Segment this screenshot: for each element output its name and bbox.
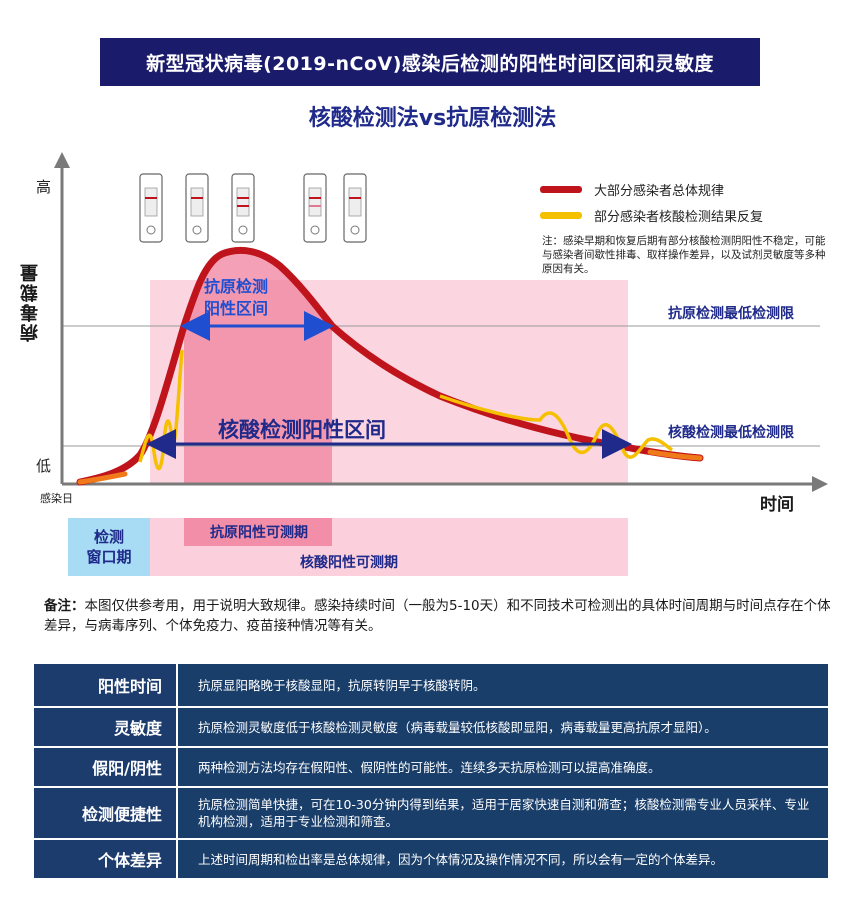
y-low-label: 低 (36, 457, 52, 475)
legend-label-main: 大部分感染者总体规律 (594, 183, 725, 199)
table-row: 阳性时间 抗原显阳略晚于核酸显阳，抗原转阴早于核酸转阴。 (34, 664, 828, 706)
banner-title: 新型冠状病毒(2019-nCoV)感染后检测的阳性时间区间和灵敏度 (100, 38, 760, 86)
test-cassette-icon-5 (343, 173, 367, 243)
table-row-content: 抗原显阳略晚于核酸显阳，抗原转阴早于核酸转阴。 (178, 664, 828, 706)
x-axis-arrow (812, 476, 828, 492)
table-row-header: 检测便捷性 (34, 788, 176, 838)
subtitle: 核酸检测法vs抗原检测法 (308, 106, 557, 131)
table-row: 假阳/阴性 两种检测方法均存在假阳性、假阴性的可能性。连续多天抗原检测可以提高准… (34, 748, 828, 786)
table-row-header: 个体差异 (34, 840, 176, 878)
table-row: 个体差异 上述时间周期和检出率是总体规律，因为个体情况及操作情况不同，所以会有一… (34, 840, 828, 878)
table-row-header: 阳性时间 (34, 664, 176, 706)
comparison-table: 阳性时间 抗原显阳略晚于核酸显阳，抗原转阴早于核酸转阴。 灵敏度 抗原检测灵敏度… (34, 664, 828, 880)
antigen-detectable-bar (184, 518, 332, 546)
remark-prefix: 备注： (44, 598, 85, 614)
table-row-header: 灵敏度 (34, 708, 176, 746)
window-line2: 窗口期 (86, 548, 132, 566)
antigen-range-line2: 阳性区间 (204, 299, 269, 318)
antigen-positive-region (184, 250, 332, 484)
legend-swatch-main (540, 185, 582, 193)
antigen-detectable-label: 抗原阳性可测期 (210, 525, 308, 541)
remark-text: 本图仅供参考用，用于说明大致规律。感染持续时间（一般为5-10天）和不同技术可检… (44, 598, 831, 634)
legend-note: 注：感染早期和恢复后期有部分核酸检测阴阳性不稳定，可能与感染者间歇性排毒、取样操… (542, 235, 826, 275)
antigen-range-line1: 抗原检测 (204, 277, 269, 296)
window-line1: 检测 (93, 528, 124, 546)
window-period-label: 检测 窗口期 (68, 518, 150, 576)
y-axis-label: 病毒载量 (20, 262, 41, 342)
test-cassette-icon-1 (139, 173, 163, 243)
antigen-limit-label: 抗原检测最低检测限 (668, 306, 794, 322)
nucleic-range-label: 核酸检测阳性区间 (218, 418, 386, 442)
legend-item-fluctuation: 部分感染者核酸检测结果反复 (540, 202, 763, 228)
test-cassette-icon-3 (231, 173, 255, 243)
viral-load-diagram (54, 152, 828, 576)
nucleic-limit-label: 核酸检测最低检测限 (668, 425, 794, 441)
table-row-content: 抗原检测简单快捷，可在10-30分钟内得到结果，适用于居家快速自测和筛查；核酸检… (178, 788, 828, 838)
table-row-content: 上述时间周期和检出率是总体规律，因为个体情况及操作情况不同，所以会有一定的个体差… (178, 840, 828, 878)
table-row-content: 抗原检测灵敏度低于核酸检测灵敏度（病毒载量较低核酸即显阳，病毒载量更高抗原才显阳… (178, 708, 828, 746)
test-cassette-icon-4 (303, 173, 327, 243)
nucleic-detectable-label: 核酸阳性可测期 (300, 555, 398, 571)
y-high-label: 高 (36, 178, 52, 196)
antigen-range-label: 抗原检测 阳性区间 (204, 276, 268, 320)
legend-swatch-fluctuation (540, 211, 582, 219)
table-row: 灵敏度 抗原检测灵敏度低于核酸检测灵敏度（病毒载量较低核酸即显阳，病毒载量更高抗… (34, 708, 828, 746)
x-axis-label: 时间 (760, 495, 794, 515)
x-origin-label: 感染日 (40, 492, 73, 505)
window-period-bar (68, 518, 150, 576)
main-curve-tail-left (77, 471, 128, 485)
test-cassette-icon-2 (185, 173, 209, 243)
legend: 大部分感染者总体规律 部分感染者核酸检测结果反复 (540, 176, 763, 228)
table-row-content: 两种检测方法均存在假阳性、假阴性的可能性。连续多天抗原检测可以提高准确度。 (178, 748, 828, 786)
legend-label-fluctuation: 部分感染者核酸检测结果反复 (594, 209, 764, 225)
table-row: 检测便捷性 抗原检测简单快捷，可在10-30分钟内得到结果，适用于居家快速自测和… (34, 788, 828, 838)
y-axis-arrow (54, 152, 70, 168)
remark: 备注：本图仅供参考用，用于说明大致规律。感染持续时间（一般为5-10天）和不同技… (44, 596, 834, 636)
table-row-header: 假阳/阴性 (34, 748, 176, 786)
main-curve-tail-right (647, 449, 703, 461)
legend-item-main: 大部分感染者总体规律 (540, 176, 763, 202)
